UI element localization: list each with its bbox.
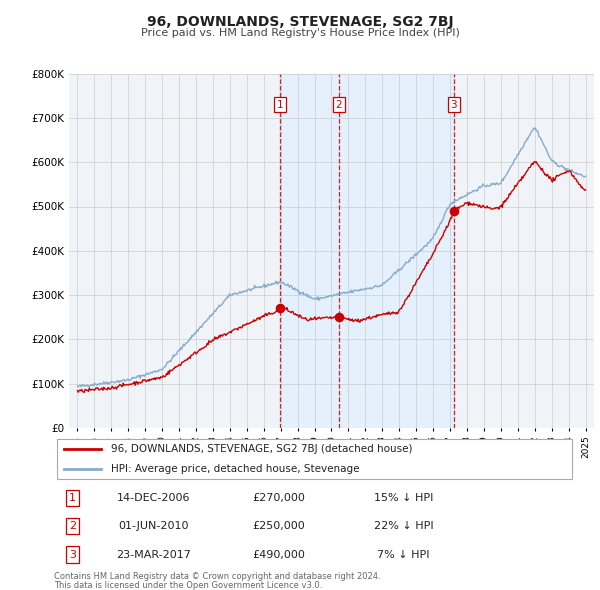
Text: Contains HM Land Registry data © Crown copyright and database right 2024.: Contains HM Land Registry data © Crown c… — [54, 572, 380, 581]
Text: £250,000: £250,000 — [252, 521, 305, 530]
Text: 22% ↓ HPI: 22% ↓ HPI — [374, 521, 434, 530]
Point — [449, 206, 458, 215]
Text: 96, DOWNLANDS, STEVENAGE, SG2 7BJ (detached house): 96, DOWNLANDS, STEVENAGE, SG2 7BJ (detac… — [112, 444, 413, 454]
Text: 15% ↓ HPI: 15% ↓ HPI — [374, 493, 433, 503]
FancyBboxPatch shape — [56, 439, 572, 478]
Text: 1: 1 — [277, 100, 283, 110]
Text: 3: 3 — [69, 549, 76, 559]
Text: 96, DOWNLANDS, STEVENAGE, SG2 7BJ: 96, DOWNLANDS, STEVENAGE, SG2 7BJ — [146, 15, 454, 29]
Text: 3: 3 — [451, 100, 457, 110]
Point — [275, 303, 284, 313]
Text: 7% ↓ HPI: 7% ↓ HPI — [377, 549, 430, 559]
Text: Price paid vs. HM Land Registry's House Price Index (HPI): Price paid vs. HM Land Registry's House … — [140, 28, 460, 38]
Text: HPI: Average price, detached house, Stevenage: HPI: Average price, detached house, Stev… — [112, 464, 360, 474]
Point — [334, 313, 343, 322]
Text: 2: 2 — [335, 100, 342, 110]
Text: 1: 1 — [69, 493, 76, 503]
Bar — [280, 74, 338, 428]
Bar — [338, 74, 454, 428]
Text: £270,000: £270,000 — [252, 493, 305, 503]
Text: 23-MAR-2017: 23-MAR-2017 — [116, 549, 191, 559]
Text: This data is licensed under the Open Government Licence v3.0.: This data is licensed under the Open Gov… — [54, 581, 322, 589]
Text: 2: 2 — [69, 521, 76, 530]
Text: £490,000: £490,000 — [252, 549, 305, 559]
Text: 14-DEC-2006: 14-DEC-2006 — [116, 493, 190, 503]
Text: 01-JUN-2010: 01-JUN-2010 — [118, 521, 188, 530]
